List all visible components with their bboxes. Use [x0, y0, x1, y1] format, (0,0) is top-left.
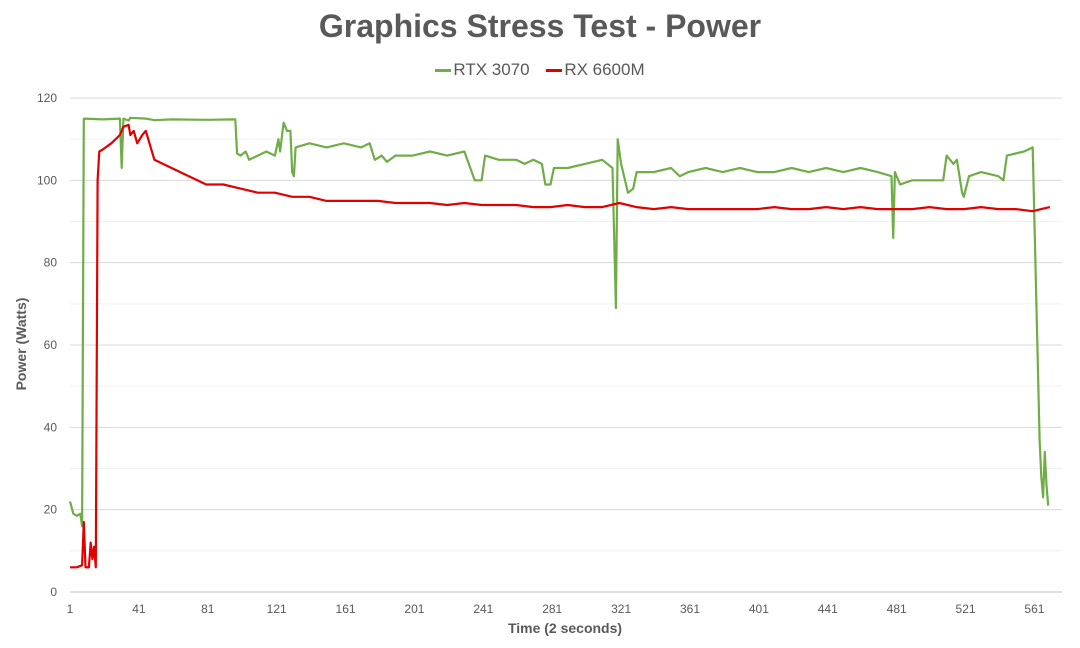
x-axis-label: Time (2 seconds) — [507, 620, 623, 636]
legend-swatch-rtx3070 — [435, 69, 452, 73]
y-tick-label: 100 — [37, 173, 57, 187]
x-tick-label: 81 — [201, 602, 215, 616]
chart-title: Graphics Stress Test - Power — [318, 8, 762, 44]
x-tick-label: 361 — [680, 602, 700, 616]
legend-swatch-rx6600m — [546, 69, 563, 73]
x-tick-label: 441 — [818, 602, 838, 616]
x-tick-label: 1 — [67, 602, 74, 616]
x-tick-label: 321 — [611, 602, 631, 616]
series-line-rx6600m — [70, 123, 1051, 569]
x-tick-label: 241 — [473, 602, 493, 616]
x-tick-label: 201 — [404, 602, 424, 616]
x-tick-label: 281 — [542, 602, 562, 616]
legend-item-rtx3070: RTX 3070 — [435, 60, 530, 80]
x-tick-label: 161 — [336, 602, 356, 616]
x-tick-label: 481 — [887, 602, 907, 616]
chart-legend: RTX 3070 RX 6600M — [0, 60, 1080, 80]
legend-label-rtx3070: RTX 3070 — [453, 60, 530, 79]
legend-item-rx6600m: RX 6600M — [546, 60, 645, 80]
y-tick-label: 40 — [44, 420, 58, 434]
y-tick-label: 120 — [37, 91, 57, 105]
x-tick-label: 521 — [956, 602, 976, 616]
legend-label-rx6600m: RX 6600M — [564, 60, 645, 79]
y-tick-label: 80 — [44, 256, 58, 270]
x-tick-label: 401 — [749, 602, 769, 616]
x-tick-label: 561 — [1024, 602, 1044, 616]
y-tick-label: 0 — [50, 585, 57, 599]
x-tick-label: 121 — [267, 602, 287, 616]
y-axis-label: Power (Watts) — [13, 297, 29, 391]
series-line-rtx3070 — [68, 116, 1050, 528]
y-tick-label: 60 — [44, 338, 58, 352]
y-tick-label: 20 — [44, 503, 58, 517]
x-tick-label: 41 — [132, 602, 146, 616]
